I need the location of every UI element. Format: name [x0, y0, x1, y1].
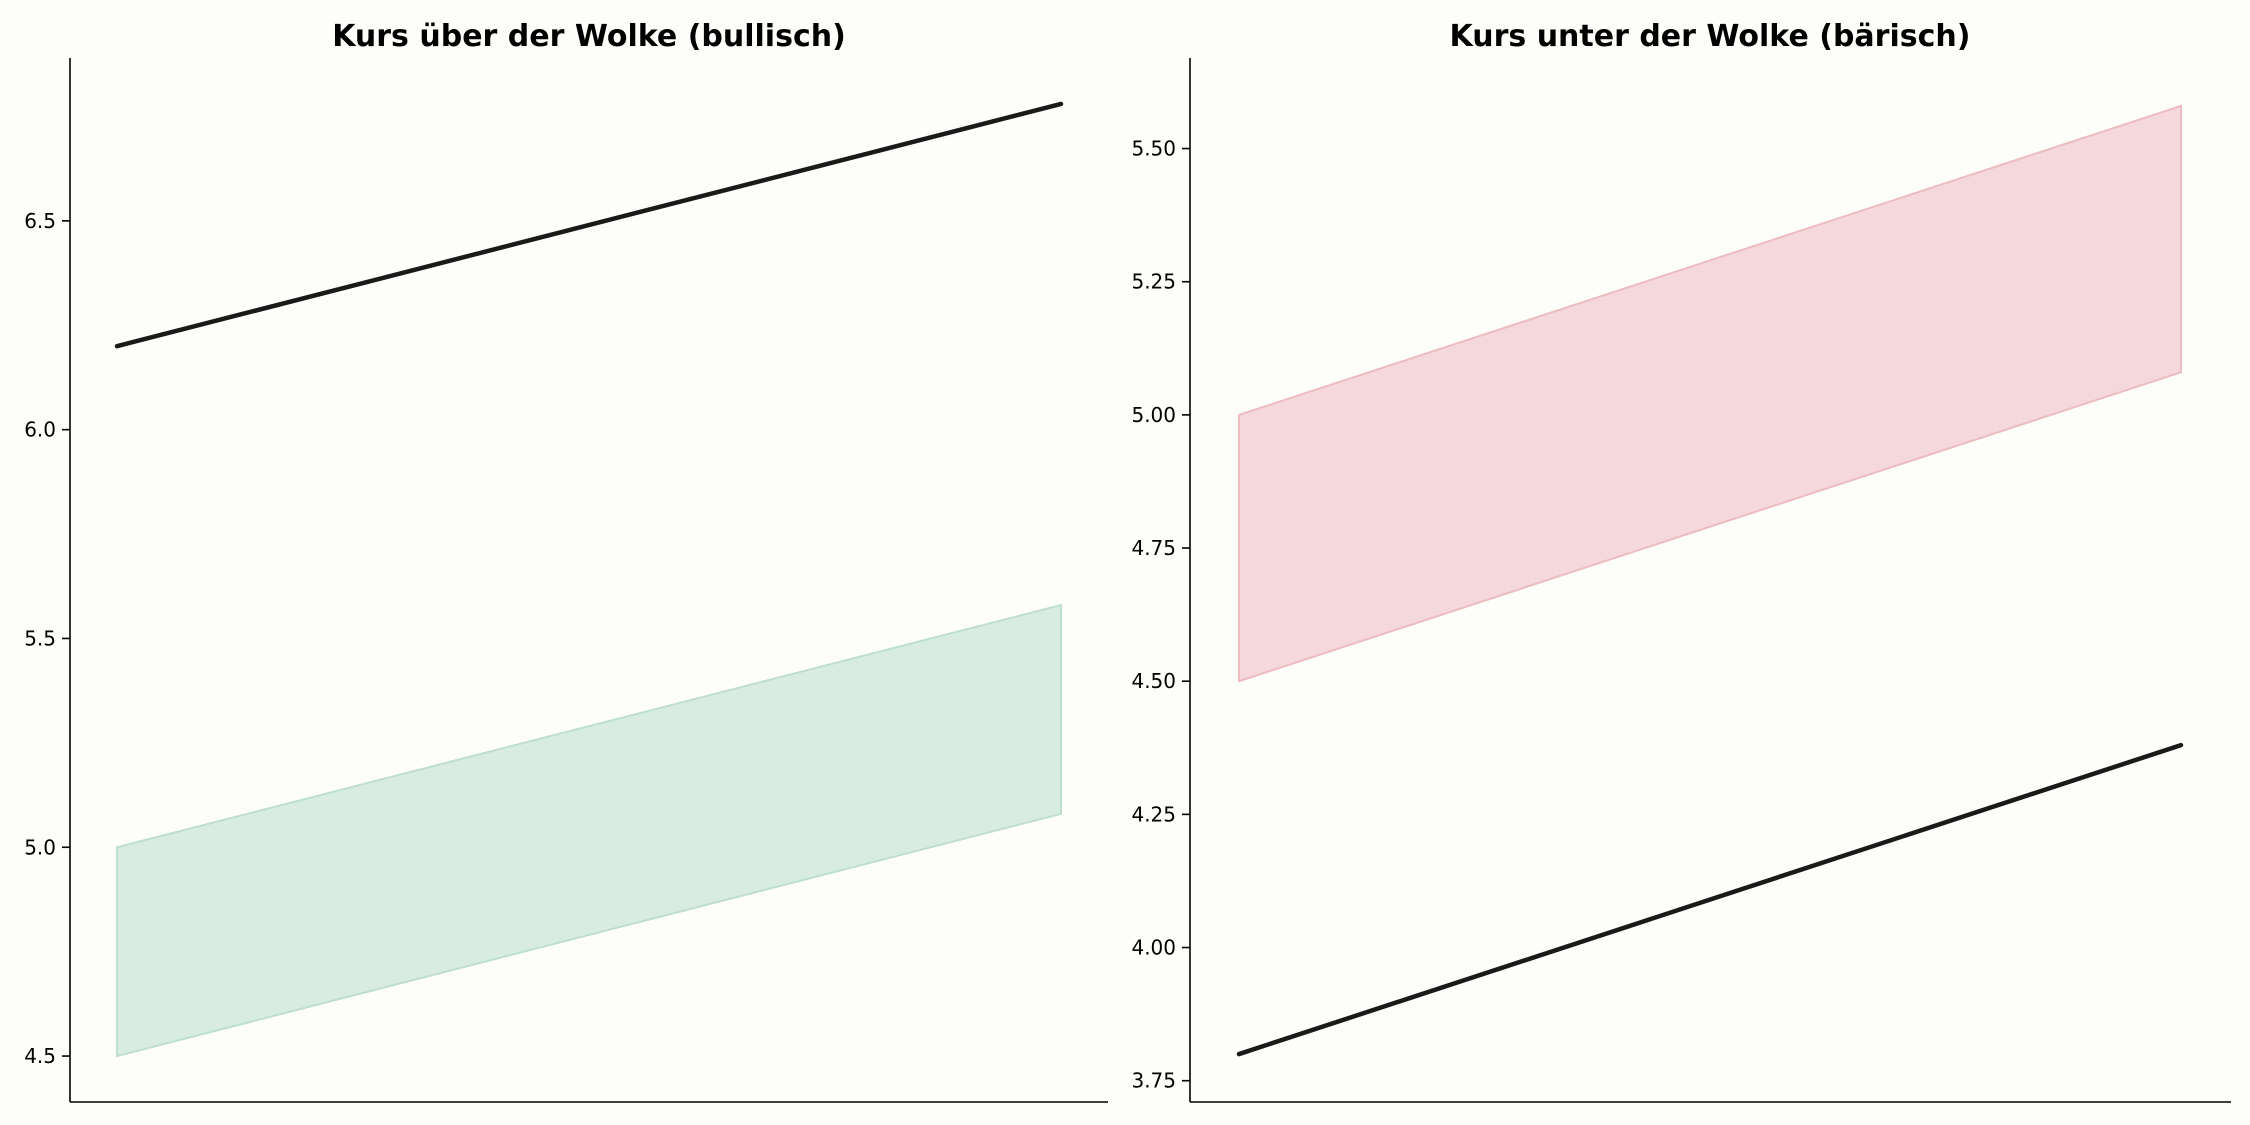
bullish-y-tick-label: 5.0: [24, 835, 56, 859]
bullish-y-tick-label: 4.5: [24, 1044, 56, 1068]
bearish-y-tick-label: 4.50: [1131, 669, 1176, 693]
bullish-y-tick-label: 6.0: [24, 418, 56, 442]
bearish-y-tick-label: 4.00: [1131, 936, 1176, 960]
bullish-cloud-band: [116, 603, 1062, 1058]
bearish-y-tick-label: 4.25: [1131, 802, 1176, 826]
bearish-chart-panel: Kurs unter der Wolke (bärisch) 3.75 4.00 4…: [1131, 19, 2231, 1103]
bullish-plot-area: 4.5 5.0 5.5 6.0 6.5: [24, 58, 1108, 1103]
bullish-y-tick-label: 6.5: [24, 209, 56, 233]
bearish-y-tick-label: 5.00: [1131, 403, 1176, 427]
bearish-cloud-band: [1238, 104, 2182, 683]
bullish-chart-panel: Kurs über der Wolke (bullisch) 4.5 5.0 5.5…: [24, 19, 1108, 1103]
bearish-y-tick-label: 5.25: [1131, 270, 1176, 294]
bearish-chart-title: Kurs unter der Wolke (bärisch): [1450, 19, 1971, 54]
bearish-plot-area: 3.75 4.00 4.25 4.50 4.75 5.00 5.25 5.50: [1131, 58, 2231, 1103]
bearish-y-tick-label: 5.50: [1131, 137, 1176, 161]
bullish-y-tick-label: 5.5: [24, 626, 56, 650]
bullish-chart-title: Kurs über der Wolke (bullisch): [332, 19, 846, 54]
bearish-y-tick-label: 4.75: [1131, 536, 1176, 560]
bullish-price-line: [114, 101, 1064, 349]
bearish-price-line: [1236, 742, 2184, 1057]
bearish-y-tick-label: 3.75: [1131, 1069, 1176, 1093]
